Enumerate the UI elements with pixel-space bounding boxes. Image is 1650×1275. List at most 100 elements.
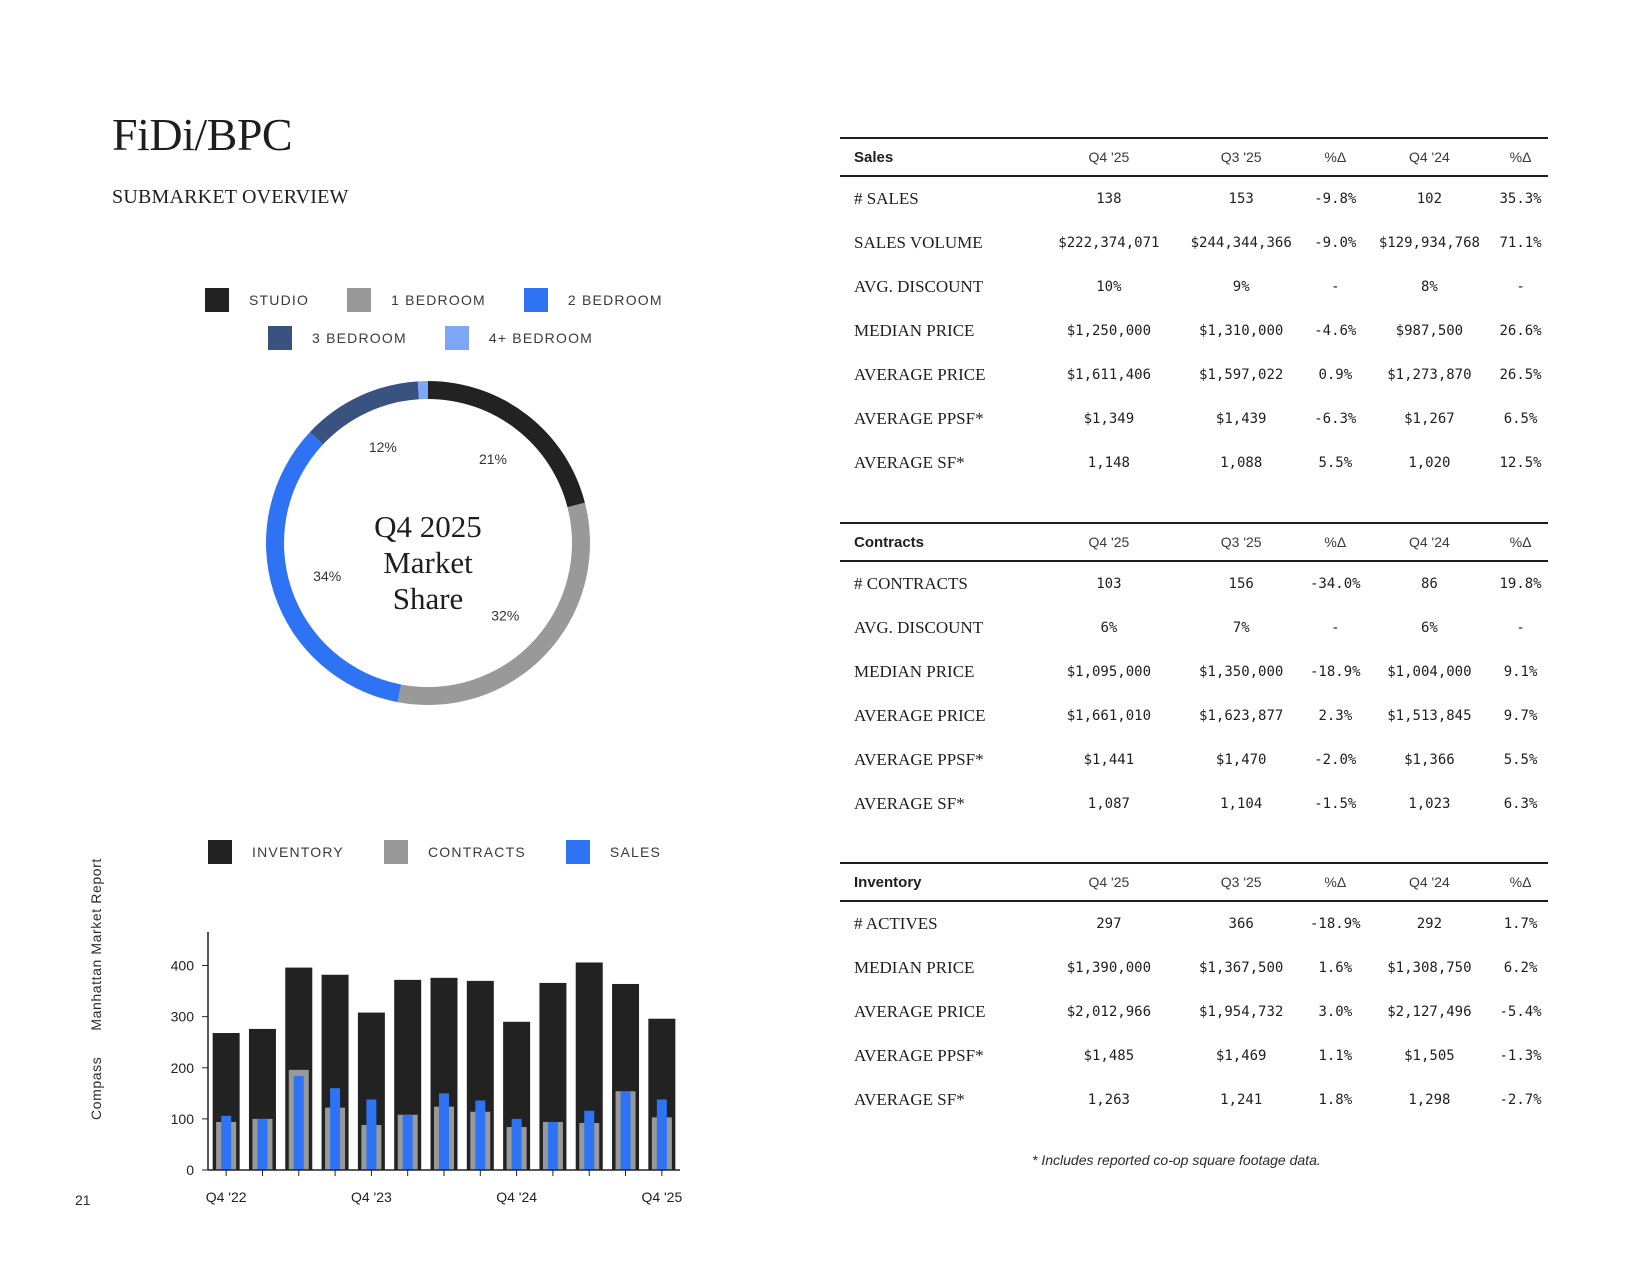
table-row: AVERAGE PRICE $1,661,010 $1,623,877 2.3%…	[840, 694, 1548, 738]
page-number: 21	[75, 1192, 91, 1208]
table-cell: 156	[1228, 576, 1254, 592]
table-cell: 1.6%	[1318, 960, 1353, 976]
bar-sales	[402, 1114, 413, 1170]
bar-sales	[511, 1118, 522, 1170]
bar-sales	[293, 1075, 304, 1170]
donut-label-2-bedroom: 34%	[313, 568, 341, 584]
sales-table-body: # SALES 138 153 -9.8% 102 35.3% SALES VO…	[840, 177, 1548, 485]
inventory-table: Inventory Q4 '25 Q3 '25 %Δ Q4 '24 %Δ # A…	[840, 862, 1548, 1122]
table-cell: 292	[1416, 916, 1443, 932]
table-cell: $1,470	[1215, 752, 1267, 768]
column-header: %Δ	[1509, 149, 1532, 165]
legend-item-studio: STUDIO	[205, 288, 309, 312]
table-cell: 1,023	[1408, 796, 1451, 812]
table-cell: 6.2%	[1503, 960, 1538, 976]
row-label: AVERAGE SF*	[854, 453, 965, 472]
table-cell: $1,310,000	[1199, 323, 1284, 339]
legend-label-studio: STUDIO	[249, 292, 310, 308]
bar-sales	[439, 1093, 449, 1170]
legend-item-1-bedroom: 1 BEDROOM	[347, 288, 486, 312]
table-cell: 10%	[1096, 279, 1122, 295]
row-label: AVERAGE SF*	[854, 1090, 965, 1109]
table-cell: $987,500	[1395, 323, 1464, 339]
row-label: # CONTRACTS	[854, 574, 968, 593]
table-cell: 2.3%	[1318, 708, 1353, 724]
table-cell: 7%	[1232, 620, 1250, 636]
bar-group	[394, 979, 422, 1170]
bar-x-axis: Q4 '22 Q4 '23 Q4 '24 Q4 '25	[206, 1169, 682, 1205]
table-cell: -1.3%	[1499, 1048, 1542, 1064]
bar-group	[321, 974, 349, 1170]
legend-swatch-2-bedroom	[523, 288, 548, 312]
bar-sales	[475, 1100, 486, 1170]
sales-table: Sales Q4 '25 Q3 '25 %Δ Q4 '24 %Δ # SALES…	[840, 137, 1548, 485]
table-cell: $1,505	[1404, 1048, 1455, 1064]
bar-group	[612, 983, 640, 1170]
bar-sales	[366, 1099, 377, 1170]
bar-sales	[620, 1091, 631, 1170]
y-tick-label: 100	[171, 1111, 195, 1127]
x-tick-label: Q4 '24	[496, 1189, 537, 1205]
table-cell: $2,012,966	[1066, 1004, 1152, 1020]
column-header: Q3 '25	[1220, 874, 1262, 890]
table-cell: $1,439	[1215, 411, 1267, 427]
market-share-donut-chart: 21% 32% 34% 12% Q4 2025 Market Share	[266, 381, 590, 705]
table-cell: 5.5%	[1318, 455, 1353, 471]
legend-item-4-bedroom: 4+ BEDROOM	[444, 326, 593, 350]
x-tick-label: Q4 '25	[641, 1189, 682, 1205]
y-tick-label: 200	[171, 1060, 195, 1076]
row-label: AVG. DISCOUNT	[854, 277, 984, 296]
x-tick-label: Q4 '22	[206, 1189, 247, 1205]
contracts-table-header: Contracts Q4 '25 Q3 '25 %Δ Q4 '24 %Δ	[840, 522, 1548, 562]
legend-item-sales: SALES	[565, 840, 661, 864]
bar-group	[466, 980, 494, 1170]
table-row: AVERAGE PPSF* $1,349 $1,439 -6.3% $1,267…	[840, 397, 1548, 441]
footnote: * Includes reported co-op square footage…	[1032, 1152, 1321, 1168]
bar-group	[212, 1033, 240, 1170]
bar-group	[539, 982, 567, 1170]
bar-group	[248, 1028, 276, 1170]
row-label: AVERAGE PPSF*	[854, 1046, 984, 1065]
table-cell: 153	[1228, 191, 1254, 207]
table-cell: 71.1%	[1499, 235, 1542, 251]
column-header: %Δ	[1509, 874, 1532, 890]
donut-center-line-3: Share	[393, 581, 464, 616]
bar-group	[285, 967, 313, 1170]
table-cell: -4.6%	[1314, 323, 1357, 339]
row-label: MEDIAN PRICE	[854, 958, 975, 977]
table-cell: -9.8%	[1314, 191, 1357, 207]
table-cell: $129,934,768	[1378, 235, 1480, 251]
page-title: FiDi/BPC	[112, 109, 293, 160]
table-title: Sales	[854, 148, 894, 166]
table-cell: $2,127,496	[1387, 1004, 1472, 1020]
table-cell: $1,485	[1083, 1048, 1135, 1064]
column-header: Q4 '24	[1408, 534, 1450, 550]
row-label: MEDIAN PRICE	[854, 321, 975, 340]
table-cell: 366	[1228, 916, 1254, 932]
table-cell: 5.5%	[1503, 752, 1538, 768]
table-cell: 1,241	[1220, 1092, 1263, 1108]
table-cell: 1,298	[1408, 1092, 1451, 1108]
table-cell: 6%	[1420, 620, 1438, 636]
table-cell: 6.3%	[1503, 796, 1538, 812]
donut-slice-labels: 21% 32% 34% 12%	[313, 439, 519, 623]
y-tick-label: 300	[171, 1009, 195, 1025]
column-header: Q4 '25	[1088, 534, 1130, 550]
inventory-table-header: Inventory Q4 '25 Q3 '25 %Δ Q4 '24 %Δ	[840, 862, 1548, 902]
table-cell: -18.9%	[1310, 664, 1361, 680]
bar-group	[503, 1021, 531, 1170]
table-cell: 8%	[1420, 279, 1438, 295]
legend-item-inventory: INVENTORY	[208, 840, 344, 864]
table-cell: 6%	[1100, 620, 1118, 636]
table-cell: $1,661,010	[1066, 708, 1152, 724]
table-title: Contracts	[854, 533, 925, 551]
table-row: MEDIAN PRICE $1,250,000 $1,310,000 -4.6%…	[840, 309, 1548, 353]
donut-label-studio: 21%	[479, 451, 507, 467]
table-cell: -2.7%	[1499, 1092, 1542, 1108]
table-row: # CONTRACTS 103 156 -34.0% 86 19.8%	[840, 562, 1548, 606]
bar-group	[575, 962, 603, 1170]
table-cell: 103	[1096, 576, 1122, 592]
bar-group	[430, 977, 458, 1170]
legend-label-1-bedroom: 1 BEDROOM	[391, 292, 486, 308]
table-cell: -	[1516, 279, 1525, 295]
